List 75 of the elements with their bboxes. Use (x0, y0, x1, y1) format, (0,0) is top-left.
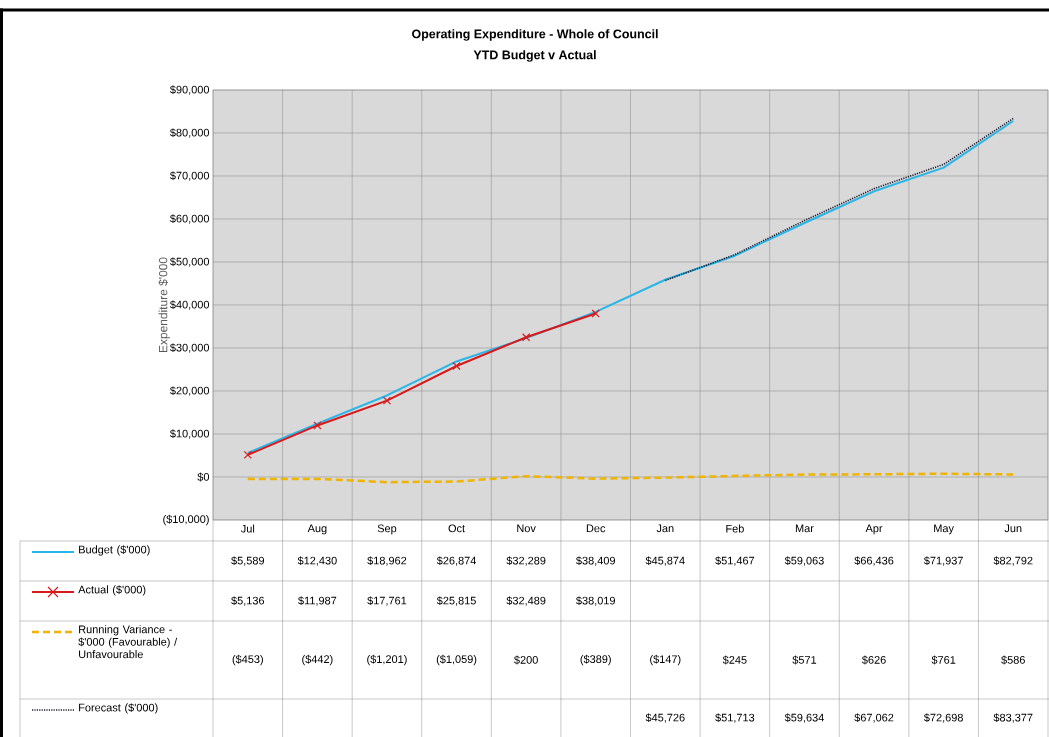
x-tick-label: Oct (448, 524, 465, 533)
x-tick-label: Nov (517, 524, 536, 533)
data-label: $67,062 (854, 713, 894, 723)
data-label: $26,874 (436, 556, 477, 566)
legend-label: Actual ($'000) (78, 585, 146, 596)
data-label: $51,467 (715, 556, 755, 566)
data-label: $66,436 (854, 556, 894, 566)
line-series (664, 117, 1015, 282)
data-label: $586 (1001, 655, 1025, 665)
y-tick-label: ($10,000) (163, 514, 209, 526)
data-label: $17,761 (367, 596, 407, 606)
data-label: ($442) (302, 654, 333, 666)
x-tick-label: Dec (586, 524, 606, 533)
data-label: $626 (861, 655, 886, 665)
line-series (246, 472, 1015, 484)
data-label: $59,063 (784, 556, 824, 566)
data-label: ($1,201) (367, 654, 407, 666)
y-tick-label: $60,000 (169, 214, 210, 224)
data-label: $59,634 (784, 713, 824, 723)
x-tick-label: Feb (726, 524, 744, 533)
legend-label: Budget ($'000) (79, 545, 150, 556)
point (521, 333, 531, 342)
data-label: $5,136 (231, 596, 265, 606)
y-tick-label: $70,000 (169, 171, 210, 181)
y-tick-label: $20,000 (169, 386, 210, 396)
y-axis-title: Expenditure $'000 (158, 257, 170, 353)
data-label: $245 (722, 655, 747, 665)
point (591, 309, 600, 318)
x-tick-label: Sep (377, 524, 397, 535)
y-tick-label: $90,000 (169, 85, 210, 95)
data-label: $32,289 (506, 556, 546, 566)
legend-label: Forecast ($'000) (79, 703, 158, 714)
point (243, 450, 252, 460)
data-label: ($1,059) (436, 654, 477, 666)
x-tick-label: Jun (1004, 524, 1022, 533)
data-label: $571 (792, 655, 817, 665)
data-label: $45,726 (645, 713, 685, 723)
x-tick-label: Mar (795, 524, 814, 533)
data-label: $5,589 (231, 556, 265, 566)
data-label: ($389) (580, 654, 611, 666)
data-label: $18,962 (367, 556, 407, 566)
data-label: $38,019 (576, 596, 615, 606)
data-label: $38,409 (576, 556, 615, 566)
y-tick-label: $80,000 (169, 128, 210, 138)
data-label: $51,713 (715, 713, 755, 723)
x-tick-label: Jan (656, 524, 674, 533)
line-series (246, 119, 1015, 454)
data-label: ($147) (650, 654, 681, 666)
y-tick-label: $30,000 (169, 343, 210, 353)
point (452, 361, 461, 371)
legend-label: Running Variance - $'000 (Favourable) / Unfavourable (78, 625, 178, 659)
data-label: $32,489 (506, 596, 546, 606)
data-label: $200 (514, 655, 538, 665)
data-label: $45,874 (645, 556, 685, 566)
data-label: $72,698 (923, 713, 963, 723)
y-tick-label: $40,000 (169, 300, 210, 310)
data-label: $71,937 (923, 556, 963, 566)
point (382, 396, 392, 405)
point (313, 421, 322, 430)
chart-title: Operating Expenditure - Whole of Council (412, 29, 658, 41)
data-label: ($453) (232, 654, 263, 666)
data-label: $12,430 (297, 556, 337, 566)
chart-subtitle: YTD Budget v Actual (473, 50, 596, 62)
x-tick-label: May (934, 524, 954, 535)
data-label: $82,792 (993, 556, 1033, 566)
x-tick-label: Apr (865, 524, 883, 535)
data-label: $761 (931, 655, 956, 665)
data-label: $25,815 (436, 596, 476, 606)
x-tick-label: Aug (307, 524, 327, 535)
y-tick-label: $0 (197, 472, 210, 482)
data-label: $83,377 (993, 713, 1033, 723)
data-label: $11,987 (298, 596, 337, 606)
y-tick-label: $50,000 (169, 257, 210, 267)
y-tick-label: $10,000 (169, 429, 210, 439)
x-tick-label: Jul (240, 524, 255, 533)
